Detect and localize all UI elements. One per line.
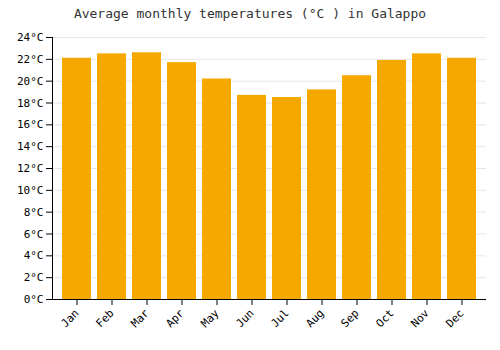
svg-text:14°C: 14°C — [17, 140, 44, 153]
svg-text:4°C: 4°C — [24, 249, 44, 262]
svg-text:Feb: Feb — [93, 307, 116, 330]
svg-text:8°C: 8°C — [24, 206, 44, 219]
svg-text:2°C: 2°C — [24, 271, 44, 284]
svg-text:Oct: Oct — [373, 307, 396, 330]
svg-text:May: May — [198, 306, 222, 330]
html-text:Average monthly temperatures (: Average monthly temperatures (°C ) in Ga… — [73, 6, 427, 21]
svg-text:24°C: 24°C — [17, 31, 44, 44]
svg-text:Jul: Jul — [268, 307, 291, 330]
svg-text:20°C: 20°C — [17, 75, 44, 88]
svg-text:Nov: Nov — [408, 306, 432, 330]
svg-text:10°C: 10°C — [17, 184, 44, 197]
svg-text:Apr: Apr — [163, 306, 187, 330]
svg-text:12°C: 12°C — [17, 162, 44, 175]
svg-text:16°C: 16°C — [17, 118, 44, 131]
svg-text:Sep: Sep — [338, 307, 361, 330]
svg-text:0°C: 0°C — [24, 293, 44, 306]
svg-text:Aug: Aug — [303, 307, 326, 330]
svg-text:Dec: Dec — [443, 307, 466, 330]
svg-text:6°C: 6°C — [24, 228, 44, 241]
svg-text:Jun: Jun — [233, 307, 256, 330]
svg-text:Mar: Mar — [128, 306, 152, 330]
svg-text:22°C: 22°C — [17, 53, 44, 66]
svg-text:Jan: Jan — [58, 307, 81, 330]
svg-text:18°C: 18°C — [17, 97, 44, 110]
